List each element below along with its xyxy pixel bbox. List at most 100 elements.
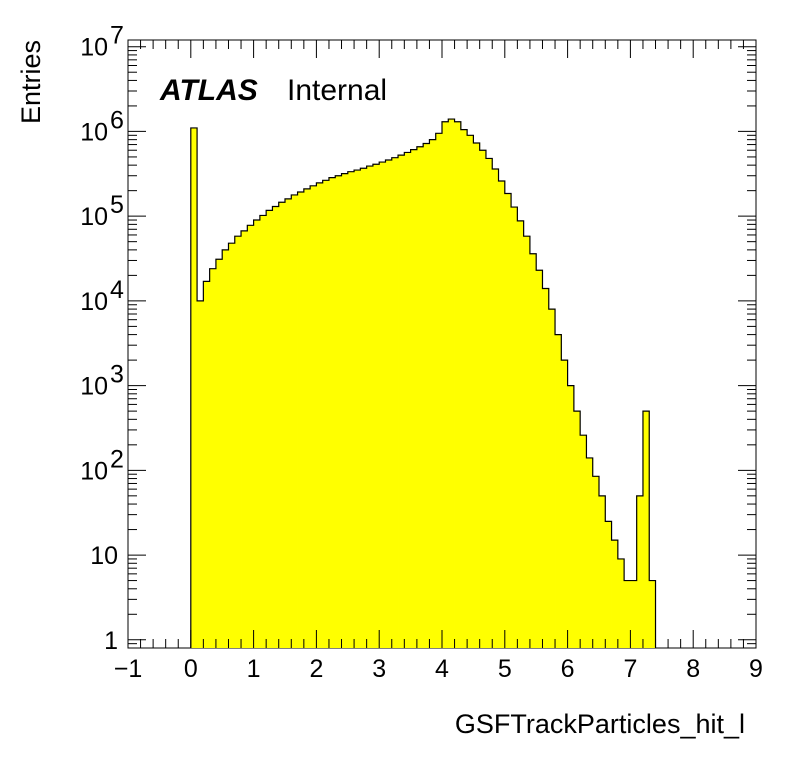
x-axis-tick-labels: −1 0 1 2 3 4 5 6 7 8 9: [114, 655, 763, 683]
histogram-bin: [222, 249, 229, 649]
histogram-bin: [492, 169, 499, 648]
histogram-bin: [542, 288, 550, 648]
histogram-bin: [599, 495, 606, 648]
histogram-bin: [636, 495, 644, 648]
histogram-bin: [649, 580, 656, 648]
histogram-bin: [341, 173, 349, 648]
histogram-bin: [479, 150, 487, 649]
x-tick-label: 2: [309, 655, 323, 683]
histogram-bin: [586, 457, 594, 648]
histogram-bin: [398, 155, 405, 648]
y-tick-label: 10: [80, 203, 108, 231]
y-tick-label: 10: [90, 542, 118, 570]
histogram-bin: [536, 270, 543, 648]
y-tick-label: 10: [80, 457, 108, 485]
x-tick-label: 3: [372, 655, 386, 683]
histogram-bin: [630, 580, 638, 648]
histogram-bin: [303, 188, 311, 648]
histogram-bin: [561, 360, 568, 648]
histogram-bin: [272, 206, 280, 648]
histogram-bin: [617, 558, 625, 648]
histogram-bin: [322, 180, 330, 649]
histogram-bin: [297, 191, 305, 649]
histogram-bin: [555, 334, 562, 648]
histogram-bin: [404, 152, 411, 648]
histogram-bin: [209, 268, 217, 648]
x-axis-title: GSFTrackParticles_hit_l: [455, 709, 745, 739]
histogram-bin: [429, 139, 437, 648]
histogram-bin: [435, 133, 443, 648]
histogram-bin: [580, 435, 587, 648]
y-tick-label: 10: [80, 118, 108, 146]
histogram-bin: [504, 193, 512, 649]
histogram-bin: [454, 121, 462, 649]
y-tick-exponent: 5: [110, 191, 124, 219]
histogram-bin: [316, 182, 324, 648]
histogram-bin: [266, 210, 273, 648]
histogram-bin: [592, 476, 600, 648]
internal-label: Internal: [287, 74, 387, 107]
histogram-bin: [360, 168, 368, 648]
histogram-bin: [523, 236, 531, 648]
x-tick-label: 9: [749, 655, 763, 683]
histogram-bin: [605, 521, 612, 648]
histogram-bin: [234, 236, 242, 648]
x-tick-label: −1: [114, 655, 143, 683]
x-tick-label: 8: [686, 655, 700, 683]
histogram-bin: [190, 127, 198, 649]
histogram-bin: [291, 194, 298, 648]
histogram-bin: [366, 166, 374, 649]
y-tick-label: 10: [80, 373, 108, 401]
histogram-bin: [410, 149, 418, 648]
x-tick-label: 6: [561, 655, 575, 683]
histogram-bin: [467, 135, 474, 648]
histogram-bin: [310, 185, 317, 648]
histogram-outline: [190, 118, 657, 648]
histogram-bin: [241, 230, 248, 648]
x-tick-label: 7: [623, 655, 637, 683]
y-axis-ticks: [128, 46, 756, 649]
histogram-bin: [548, 309, 556, 648]
atlas-label: ATLAS: [159, 74, 258, 107]
histogram-bin: [511, 207, 518, 648]
histogram-bin: [642, 411, 650, 648]
histogram-bin: [611, 540, 619, 648]
histogram-bin: [573, 411, 581, 648]
histogram-bin: [517, 220, 525, 649]
histogram-bin: [379, 162, 386, 648]
histogram-bin: [278, 202, 286, 648]
histogram-bin: [448, 119, 455, 649]
histogram-bin: [247, 225, 254, 648]
histogram-bin: [335, 175, 342, 649]
x-tick-label: 4: [435, 655, 449, 683]
y-tick-exponent: 3: [110, 361, 124, 389]
histogram-bin: [228, 243, 236, 648]
x-tick-label: 5: [498, 655, 512, 683]
x-tick-label: 0: [184, 655, 198, 683]
histogram-bin: [529, 253, 537, 648]
y-axis-title: Entries: [16, 40, 46, 124]
histogram-bars: [190, 119, 656, 649]
histogram-bin: [203, 281, 211, 648]
histogram-bin: [423, 143, 430, 648]
y-tick-exponent: 6: [110, 106, 124, 134]
histogram-bin: [197, 300, 204, 648]
histogram-bin: [259, 215, 267, 648]
histogram-bin: [328, 177, 336, 649]
y-tick-exponent: 4: [110, 276, 124, 304]
histogram-bin: [460, 129, 468, 648]
x-tick-label: 1: [247, 655, 261, 683]
histogram-bin: [372, 164, 380, 648]
histogram-bin: [416, 146, 424, 649]
histogram-bin: [347, 171, 355, 649]
histogram-bin: [473, 143, 481, 648]
histogram-bin: [285, 198, 292, 649]
histogram-bin: [485, 158, 493, 648]
histogram-bin: [215, 259, 223, 648]
histogram-bin: [624, 580, 631, 648]
histogram-bin: [567, 385, 575, 648]
histogram-bin: [354, 170, 361, 649]
histogram-bin: [253, 220, 261, 648]
